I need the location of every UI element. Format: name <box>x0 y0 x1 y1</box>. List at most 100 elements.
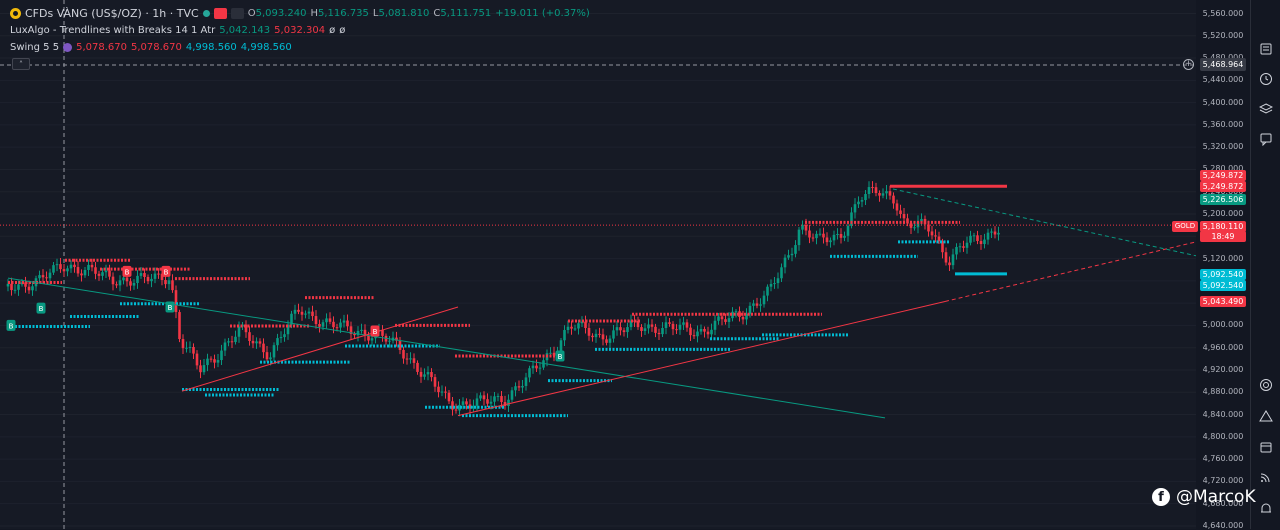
candle-body <box>111 276 115 285</box>
candle-body <box>405 358 409 360</box>
chart-area[interactable]: B B B B B B B <box>0 0 1196 529</box>
candle-body <box>587 327 591 336</box>
candle-body <box>794 245 797 254</box>
candle-body <box>311 311 314 317</box>
candle-body <box>846 225 850 236</box>
clock-icon[interactable] <box>1257 70 1275 88</box>
candle-body <box>283 334 286 338</box>
candle-body <box>24 282 27 287</box>
candle-body <box>888 191 892 196</box>
break-marker <box>36 302 46 314</box>
collapse-legend-button[interactable]: ˄ <box>12 58 30 70</box>
candle-body <box>10 283 13 291</box>
candle-body <box>874 187 878 194</box>
candle-body <box>762 295 766 305</box>
candle-body <box>853 204 857 213</box>
candle-body <box>395 337 398 341</box>
price-tick: 4,800.000 <box>1202 431 1244 441</box>
candle-body <box>31 286 34 291</box>
candle-body <box>860 200 864 202</box>
signal-icon[interactable] <box>1257 468 1275 486</box>
triangle-icon[interactable] <box>1257 407 1275 425</box>
candle-body <box>230 341 234 343</box>
candle-body <box>741 316 745 320</box>
candle-body <box>237 326 241 337</box>
price-label: 5,249.872 <box>1200 170 1246 181</box>
candle-body <box>416 362 419 372</box>
candle-body <box>927 224 930 232</box>
legend-indicator-swing[interactable]: Swing 5 5 5,078.670 5,078.670 4,998.560 … <box>10 41 292 54</box>
candle-body <box>948 262 951 266</box>
candle-body <box>486 399 489 404</box>
high-label: H <box>310 8 319 19</box>
candle-body <box>248 332 251 341</box>
price-chart[interactable]: B B B B B B B <box>0 0 1196 529</box>
indicator1-value2: 5,032.304 <box>274 25 326 36</box>
low-label: L <box>372 8 379 19</box>
candle-body <box>780 267 783 279</box>
price-tick: 5,320.000 <box>1202 142 1244 152</box>
candle-body <box>265 352 269 360</box>
lists-icon[interactable] <box>1257 40 1275 58</box>
candle-body <box>734 311 738 313</box>
calendar-icon[interactable] <box>1257 438 1275 456</box>
break-marker <box>165 301 175 313</box>
candle-body <box>328 318 332 322</box>
candle-body <box>566 326 570 331</box>
indicator1-value3: ø <box>329 25 336 36</box>
legend-indicator-luxalgo[interactable]: LuxAlgo - Trendlines with Breaks 14 1 At… <box>10 24 345 37</box>
candle-body <box>157 273 160 275</box>
candle-body <box>104 270 108 273</box>
close-value: 5,111.751 <box>440 8 492 19</box>
layers-icon[interactable] <box>1257 100 1275 118</box>
candle-body <box>976 235 979 242</box>
candle-body <box>983 239 986 245</box>
candle-body <box>178 312 181 340</box>
candle-body <box>122 277 125 281</box>
candle-body <box>661 327 664 335</box>
price-tick: 4,840.000 <box>1202 409 1244 419</box>
candle-body <box>164 280 167 285</box>
candle-body <box>251 340 255 344</box>
break-marker-label: B <box>9 322 14 330</box>
candle-body <box>216 360 220 363</box>
candle-body <box>584 321 587 328</box>
candle-body <box>766 286 769 296</box>
candle-body <box>90 264 94 268</box>
trendline-upper-ext <box>892 188 1196 257</box>
add-alert-plus-icon[interactable]: + <box>1183 59 1194 70</box>
candle-body <box>447 392 451 402</box>
indicator1-name: LuxAlgo - Trendlines with Breaks 14 1 At… <box>10 25 216 36</box>
chat-icon[interactable] <box>1257 130 1275 148</box>
candle-body <box>731 311 734 319</box>
candle-body <box>829 240 832 243</box>
candle-body <box>171 280 174 291</box>
flag-icon[interactable] <box>213 8 227 19</box>
candle-body <box>69 264 73 269</box>
candle-body <box>94 267 97 274</box>
break-marker-label: B <box>373 328 378 336</box>
low-value: 5,081.810 <box>378 8 430 19</box>
candle-body <box>941 241 944 253</box>
target-icon[interactable] <box>1257 376 1275 394</box>
candle-body <box>591 335 594 338</box>
add-icon[interactable] <box>230 8 244 19</box>
candle-body <box>864 194 867 201</box>
candle-body <box>52 265 55 273</box>
candle-body <box>468 404 472 409</box>
candle-body <box>108 270 111 277</box>
symbol-name[interactable]: CFDs VÀNG (US$/OZ) · 1h · TVC <box>25 7 199 20</box>
candle-body <box>465 401 468 405</box>
candle-body <box>146 276 150 282</box>
price-axis[interactable]: 5,560.000 5,520.000 5,480.000 5,440.000 5,40… <box>1196 0 1250 530</box>
bell-icon[interactable] <box>1257 500 1275 518</box>
candle-body <box>899 210 902 215</box>
candle-body <box>619 327 622 331</box>
candle-body <box>430 372 433 378</box>
candle-body <box>304 313 307 315</box>
watermark-text: @MarcoK <box>1176 487 1256 507</box>
candle-body <box>381 329 384 336</box>
candle-body <box>720 316 724 320</box>
candle-body <box>286 324 290 335</box>
candle-body <box>850 212 853 226</box>
